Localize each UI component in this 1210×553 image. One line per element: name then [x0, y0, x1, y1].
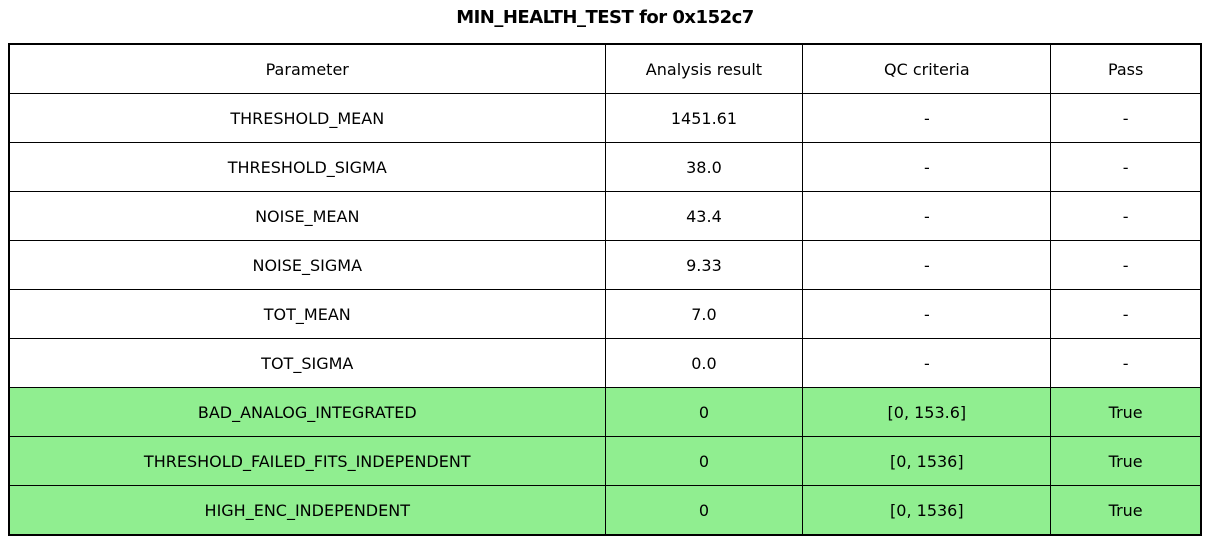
table-row: BAD_ANALOG_INTEGRATED 0 [0, 153.6] True [8, 387, 1202, 437]
cell-pass: - [1050, 142, 1202, 192]
cell-parameter: TOT_MEAN [8, 289, 606, 339]
cell-pass: - [1050, 191, 1202, 241]
cell-parameter: HIGH_ENC_INDEPENDENT [8, 485, 606, 536]
cell-qc-criteria: - [802, 191, 1052, 241]
cell-parameter: THRESHOLD_MEAN [8, 93, 606, 143]
cell-pass: True [1050, 485, 1202, 536]
cell-pass: - [1050, 289, 1202, 339]
page-title: MIN_HEALTH_TEST for 0x152c7 [456, 7, 754, 28]
cell-analysis-result: 0 [604, 436, 804, 486]
cell-pass: - [1050, 240, 1202, 290]
cell-pass: - [1050, 338, 1202, 388]
table-body: THRESHOLD_MEAN 1451.61 - - THRESHOLD_SIG… [8, 93, 1202, 536]
cell-qc-criteria: - [802, 240, 1052, 290]
cell-analysis-result: 43.4 [604, 191, 804, 241]
cell-qc-criteria: [0, 153.6] [802, 387, 1052, 437]
cell-parameter: NOISE_MEAN [8, 191, 606, 241]
cell-parameter: THRESHOLD_SIGMA [8, 142, 606, 192]
cell-qc-criteria: [0, 1536] [802, 485, 1052, 536]
table-row: NOISE_MEAN 43.4 - - [8, 191, 1202, 241]
cell-analysis-result: 38.0 [604, 142, 804, 192]
table-row: THRESHOLD_FAILED_FITS_INDEPENDENT 0 [0, … [8, 436, 1202, 486]
column-header-qc-criteria: QC criteria [802, 43, 1052, 94]
column-header-parameter: Parameter [8, 43, 606, 94]
cell-analysis-result: 1451.61 [604, 93, 804, 143]
cell-analysis-result: 0 [604, 485, 804, 536]
cell-parameter: THRESHOLD_FAILED_FITS_INDEPENDENT [8, 436, 606, 486]
cell-qc-criteria: - [802, 289, 1052, 339]
cell-qc-criteria: - [802, 338, 1052, 388]
cell-analysis-result: 0 [604, 387, 804, 437]
cell-pass: - [1050, 93, 1202, 143]
cell-analysis-result: 0.0 [604, 338, 804, 388]
table-row: NOISE_SIGMA 9.33 - - [8, 240, 1202, 290]
cell-qc-criteria: [0, 1536] [802, 436, 1052, 486]
cell-pass: True [1050, 436, 1202, 486]
column-header-analysis-result: Analysis result [604, 43, 804, 94]
cell-analysis-result: 9.33 [604, 240, 804, 290]
table-row: THRESHOLD_MEAN 1451.61 - - [8, 93, 1202, 143]
health-test-table: Parameter Analysis result QC criteria Pa… [8, 43, 1202, 536]
table-row: TOT_SIGMA 0.0 - - [8, 338, 1202, 388]
column-header-pass: Pass [1050, 43, 1202, 94]
cell-analysis-result: 7.0 [604, 289, 804, 339]
cell-qc-criteria: - [802, 142, 1052, 192]
cell-pass: True [1050, 387, 1202, 437]
cell-parameter: BAD_ANALOG_INTEGRATED [8, 387, 606, 437]
table-row: THRESHOLD_SIGMA 38.0 - - [8, 142, 1202, 192]
cell-parameter: NOISE_SIGMA [8, 240, 606, 290]
cell-parameter: TOT_SIGMA [8, 338, 606, 388]
table-row: TOT_MEAN 7.0 - - [8, 289, 1202, 339]
cell-qc-criteria: - [802, 93, 1052, 143]
table-header-row: Parameter Analysis result QC criteria Pa… [8, 43, 1202, 94]
table-row: HIGH_ENC_INDEPENDENT 0 [0, 1536] True [8, 485, 1202, 536]
